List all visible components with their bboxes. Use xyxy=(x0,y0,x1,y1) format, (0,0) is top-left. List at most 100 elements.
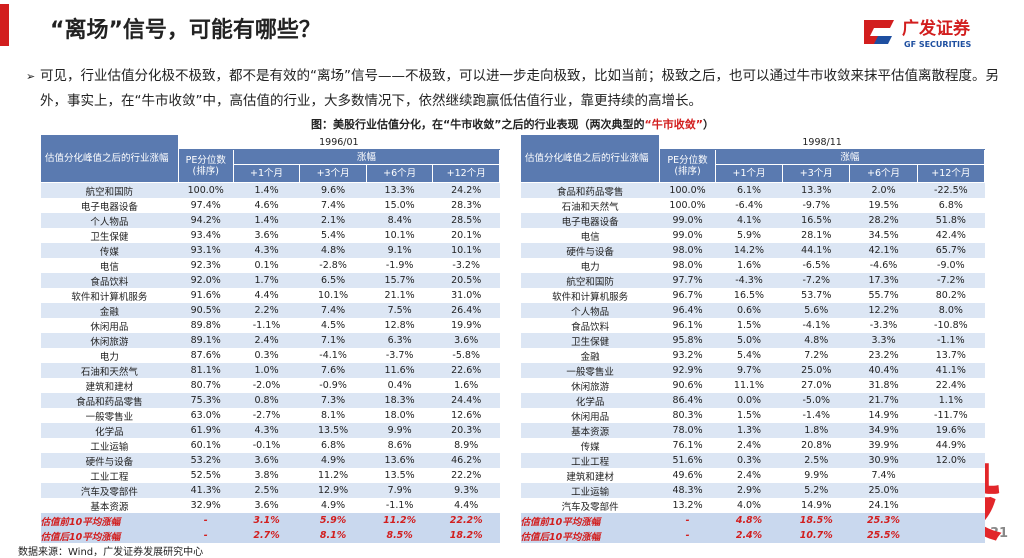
table-cell: 汽车及零部件 xyxy=(40,483,179,498)
table-cell xyxy=(917,498,985,513)
table-cell: 13.3% xyxy=(366,182,433,198)
header-cell: +12个月 xyxy=(432,164,500,183)
table-cell: 13.3% xyxy=(782,182,850,198)
table-row: 工业运输 60.1% -0.1% 6.8% 8.6% 8.9% xyxy=(40,438,500,453)
table-cell: 100.0% xyxy=(178,182,234,198)
page-number: 31 xyxy=(990,526,1009,541)
table-row: 传媒 76.1% 2.4% 20.8% 39.9% 44.9% xyxy=(520,438,985,453)
table-cell: 8.5% xyxy=(366,528,433,543)
table-cell: 3.3% xyxy=(849,333,918,348)
table-cell: 电信 xyxy=(40,258,179,273)
table-cell: 14.9% xyxy=(782,498,850,513)
table-row: 石油和天然气 100.0% -6.4% -9.7% 19.5% 6.8% xyxy=(520,198,985,213)
table-cell: 21.7% xyxy=(849,393,918,408)
table-cell: 电力 xyxy=(520,258,660,273)
table-cell: 92.9% xyxy=(659,363,716,378)
table-row: 休闲用品 80.3% 1.5% -1.4% 14.9% -11.7% xyxy=(520,408,985,423)
table-cell: 93.1% xyxy=(178,243,234,258)
table-cell: 5.0% xyxy=(715,333,783,348)
table-cell: 44.1% xyxy=(782,243,850,258)
average-row: 估值后10平均涨幅 -2.7% 8.1% 8.5% 18.2% xyxy=(40,528,500,543)
table-cell: 98.0% xyxy=(659,243,716,258)
table-cell: 电力 xyxy=(40,348,179,363)
table-cell: 休闲旅游 xyxy=(40,333,179,348)
table-cell: 28.5% xyxy=(432,213,500,228)
table-row: 基本资源 78.0% 1.3% 1.8% 34.9% 19.6% xyxy=(520,423,985,438)
table-row: 一般零售业 92.9% 9.7% 25.0% 40.4% 41.1% xyxy=(520,363,985,378)
table-cell: 休闲用品 xyxy=(40,318,179,333)
table-cell: 金融 xyxy=(520,348,660,363)
table-cell: 90.5% xyxy=(178,303,234,318)
table-cell: 63.0% xyxy=(178,408,234,423)
table-cell: 97.7% xyxy=(659,273,716,288)
table-cell: 10.1% xyxy=(366,228,433,243)
table-cell: -5.8% xyxy=(432,348,500,363)
table-cell: 4.8% xyxy=(299,243,367,258)
table-cell: -10.8% xyxy=(917,318,985,333)
table-cell: 7.4% xyxy=(299,198,367,213)
table-cell: 95.8% xyxy=(659,333,716,348)
table-cell: -7.2% xyxy=(917,273,985,288)
table-cell: 86.4% xyxy=(659,393,716,408)
table-cell: 电子电器设备 xyxy=(40,198,179,213)
table-cell: 7.1% xyxy=(299,333,367,348)
table-cell: 10.1% xyxy=(432,243,500,258)
table-cell: 32.9% xyxy=(178,498,234,513)
table-cell: 22.2% xyxy=(432,513,500,528)
table-cell: 8.4% xyxy=(366,213,433,228)
table-cell: 8.0% xyxy=(917,303,985,318)
table-cell: 硬件与设备 xyxy=(40,453,179,468)
table-cell: 92.3% xyxy=(178,258,234,273)
table-cell: 4.0% xyxy=(715,498,783,513)
table-row: 工业工程 52.5% 3.8% 11.2% 13.5% 22.2% xyxy=(40,468,500,483)
table-cell: 80.2% xyxy=(917,288,985,303)
table-cell: 6.1% xyxy=(715,182,783,198)
table-cell: -6.4% xyxy=(715,198,783,213)
table-cell: 20.3% xyxy=(432,423,500,438)
table-cell: 汽车及零部件 xyxy=(520,498,660,513)
table-cell: 46.2% xyxy=(432,453,500,468)
header-cell: +12个月 xyxy=(916,164,986,183)
table-cell: 0.8% xyxy=(233,393,300,408)
table-cell: -2.7% xyxy=(233,408,300,423)
table-row: 建筑和建材 80.7% -2.0% -0.9% 0.4% 1.6% xyxy=(40,378,500,393)
table-cell: 食品和药品零售 xyxy=(40,393,179,408)
table-row: 电信 99.0% 5.9% 28.1% 34.5% 42.4% xyxy=(520,228,985,243)
table-cell: 7.9% xyxy=(366,483,433,498)
table-cell: -22.5% xyxy=(917,182,985,198)
table-cell: 80.3% xyxy=(659,408,716,423)
table-cell: - xyxy=(659,513,716,528)
table-cell: 1.8% xyxy=(782,423,850,438)
table-cell: 卫生保健 xyxy=(520,333,660,348)
table-cell: 建筑和建材 xyxy=(520,468,660,483)
table-cell: 0.1% xyxy=(233,258,300,273)
table-cell: 软件和计算机服务 xyxy=(520,288,660,303)
table-cell: 28.3% xyxy=(432,198,500,213)
table-cell: 91.6% xyxy=(178,288,234,303)
table-cell: 食品饮料 xyxy=(40,273,179,288)
table-cell: 13.5% xyxy=(366,468,433,483)
header-cell: 涨幅 xyxy=(714,149,986,165)
table-cell: - xyxy=(659,528,716,543)
table-cell: 石油和天然气 xyxy=(40,363,179,378)
table-row: 软件和计算机服务 96.7% 16.5% 53.7% 55.7% 80.2% xyxy=(520,288,985,303)
table-cell: 2.9% xyxy=(715,483,783,498)
table-cell: 13.7% xyxy=(917,348,985,363)
table-cell: 估值前10平均涨幅 xyxy=(40,513,179,528)
table-cell: 食品饮料 xyxy=(520,318,660,333)
table-cell: 5.4% xyxy=(715,348,783,363)
table-cell: 航空和国防 xyxy=(520,273,660,288)
header-row: PE分位数 (排序) 涨幅 xyxy=(521,149,986,183)
table-cell: 55.7% xyxy=(849,288,918,303)
table-cell: -4.1% xyxy=(299,348,367,363)
table-cell: 6.8% xyxy=(299,438,367,453)
table-cell: 0.0% xyxy=(715,393,783,408)
table-cell: 49.6% xyxy=(659,468,716,483)
table-cell: 24.4% xyxy=(432,393,500,408)
table-cell: 16.5% xyxy=(715,288,783,303)
table-cell: 42.4% xyxy=(917,228,985,243)
table-cell: -3.3% xyxy=(849,318,918,333)
logo-subtitle: GF SECURITIES xyxy=(904,40,971,49)
table-cell: 2.0% xyxy=(849,182,918,198)
table-cell: 42.1% xyxy=(849,243,918,258)
